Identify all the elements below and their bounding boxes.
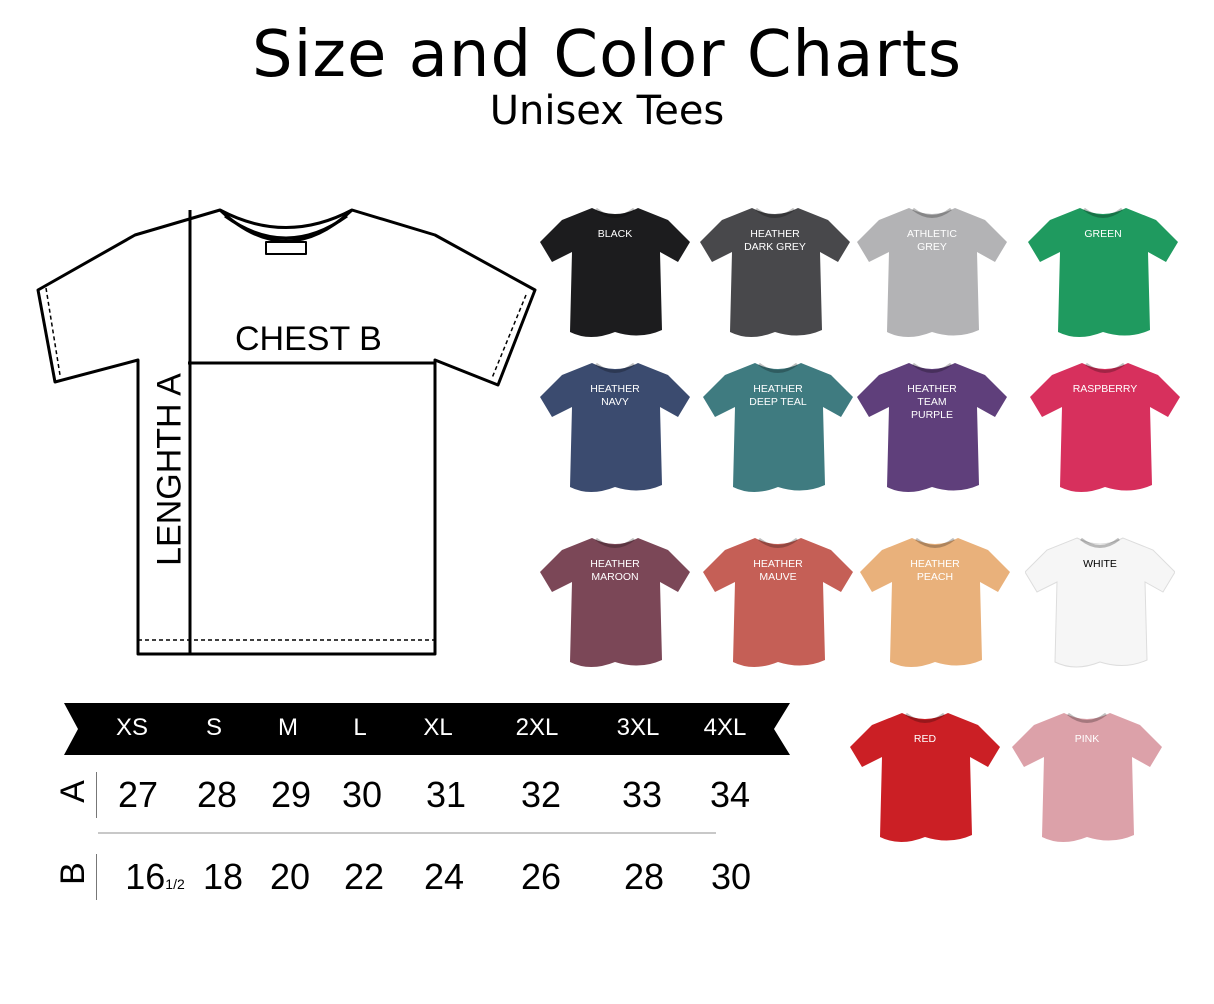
- page-title: Size and Color Charts: [251, 18, 963, 92]
- tee-shape: [703, 362, 853, 492]
- value-b-s: 18: [202, 856, 244, 897]
- tee-shape: [700, 207, 850, 337]
- color-swatch-pink[interactable]: PINK: [1012, 705, 1162, 855]
- color-swatch-heather-maroon[interactable]: HEATHER MAROON: [540, 530, 690, 680]
- size-header-l: L: [353, 714, 367, 741]
- value-a-m: 29: [270, 774, 312, 815]
- tee-outline-diagram: [36, 208, 537, 656]
- color-name: HEATHER MAROON: [590, 558, 640, 583]
- value-b-xs: 161/2: [125, 856, 185, 897]
- size-header-2xl: 2XL: [515, 714, 559, 741]
- size-header-xs: XS: [115, 714, 149, 741]
- tee-shape: [540, 362, 690, 492]
- row-b-divider: [96, 854, 97, 900]
- value-b-m: 20: [269, 856, 311, 897]
- color-name: HEATHER MAUVE: [753, 558, 803, 583]
- value-a-l: 30: [341, 774, 383, 815]
- color-name: HEATHER DEEP TEAL: [749, 383, 807, 408]
- tee-shape: [860, 537, 1010, 667]
- tee-shape: [857, 207, 1007, 337]
- row-a-divider: [96, 772, 97, 818]
- color-name: HEATHER PEACH: [910, 558, 960, 583]
- value-b-l: 22: [343, 856, 385, 897]
- tee-shape: [850, 712, 1000, 842]
- color-name: HEATHER NAVY: [590, 383, 640, 408]
- color-name: ATHLETIC GREY: [907, 228, 957, 253]
- color-swatch-white[interactable]: WHITE: [1025, 530, 1175, 680]
- tee-shape: [857, 362, 1007, 492]
- color-name: RED: [913, 733, 937, 745]
- tee-shape: [703, 537, 853, 667]
- value-a-3xl: 33: [621, 774, 663, 815]
- value-b-xl: 24: [423, 856, 465, 897]
- fraction: 1/2: [165, 876, 185, 892]
- color-swatch-heather-navy[interactable]: HEATHER NAVY: [540, 355, 690, 505]
- size-header-xl: XL: [423, 714, 453, 741]
- color-name: PINK: [1074, 733, 1100, 745]
- value-a-s: 28: [196, 774, 238, 815]
- color-swatch-black[interactable]: BLACK: [540, 200, 690, 350]
- color-name: GREEN: [1084, 228, 1122, 240]
- value-b-3xl: 28: [623, 856, 665, 897]
- color-swatch-raspberry[interactable]: RASPBERRY: [1030, 355, 1180, 505]
- tee-shape: [1025, 537, 1175, 668]
- color-name: HEATHER TEAM PURPLE: [907, 383, 957, 421]
- page-subtitle: Unisex Tees: [489, 88, 725, 134]
- value-a-xs: 27: [117, 774, 159, 815]
- color-name: WHITE: [1083, 558, 1117, 570]
- tee-shape: [1028, 207, 1178, 337]
- color-swatch-heather-mauve[interactable]: HEATHER MAUVE: [703, 530, 853, 680]
- row-label-a: A: [53, 780, 92, 803]
- size-header-4xl: 4XL: [703, 714, 747, 741]
- size-header-m: M: [278, 714, 298, 741]
- size-header-s: S: [205, 714, 223, 741]
- color-swatch-heather-deep-teal[interactable]: HEATHER DEEP TEAL: [703, 355, 853, 505]
- color-swatch-green[interactable]: GREEN: [1028, 200, 1178, 350]
- color-swatch-heather-dark-grey[interactable]: HEATHER DARK GREY: [700, 200, 850, 350]
- chest-b-label: CHEST B: [235, 320, 382, 358]
- tee-shape: [1012, 712, 1162, 842]
- size-banner: [64, 703, 790, 755]
- value-a-2xl: 32: [520, 774, 562, 815]
- tee-shape: [540, 207, 690, 337]
- color-name: BLACK: [597, 228, 633, 240]
- color-swatch-heather-team-purple[interactable]: HEATHER TEAM PURPLE: [857, 355, 1007, 505]
- color-name: RASPBERRY: [1072, 383, 1138, 395]
- value-a-xl: 31: [425, 774, 467, 815]
- color-swatch-red[interactable]: RED: [850, 705, 1000, 855]
- color-swatch-heather-peach[interactable]: HEATHER PEACH: [860, 530, 1010, 680]
- row-separator: [98, 832, 716, 834]
- tee-shape: [1030, 362, 1180, 492]
- value-b-4xl: 30: [710, 856, 752, 897]
- size-header-3xl: 3XL: [616, 714, 660, 741]
- color-swatch-athletic-grey[interactable]: ATHLETIC GREY: [857, 200, 1007, 350]
- length-a-label: LENGHTH A: [150, 373, 189, 566]
- value-a-4xl: 34: [709, 774, 751, 815]
- row-label-b: B: [53, 862, 92, 885]
- value-b-2xl: 26: [520, 856, 562, 897]
- color-name: HEATHER DARK GREY: [744, 228, 806, 253]
- tee-shape: [540, 537, 690, 667]
